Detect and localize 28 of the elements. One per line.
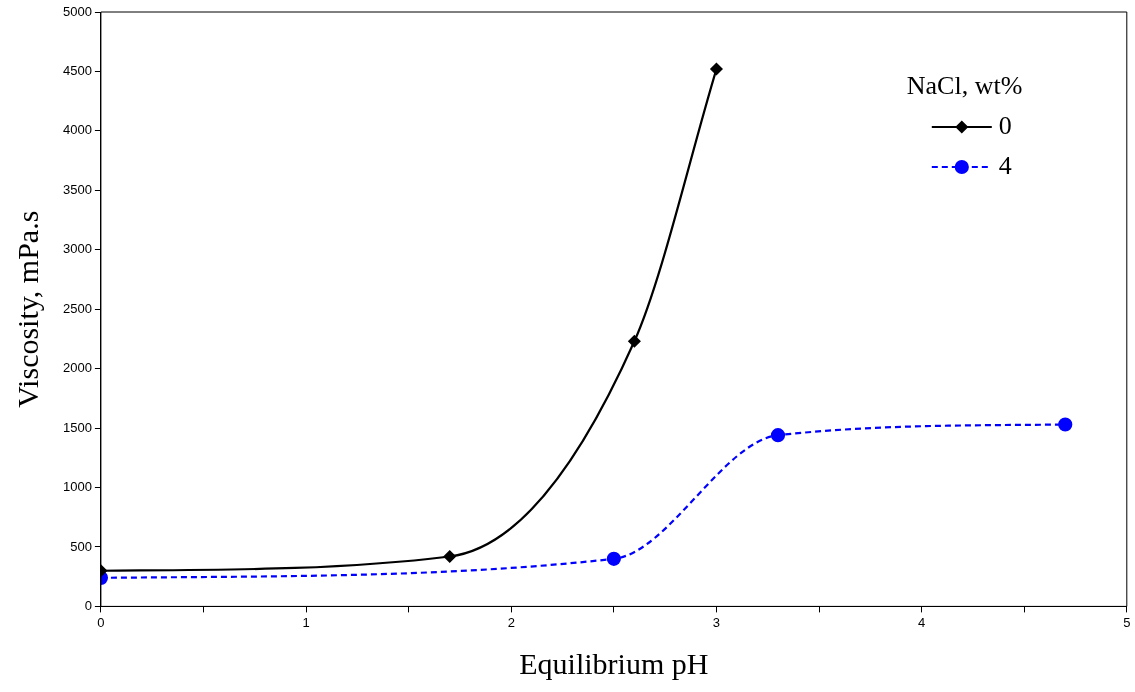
x-tick-label: 5 bbox=[1123, 614, 1131, 630]
point bbox=[710, 62, 723, 76]
y-tick-label: 5000 bbox=[63, 3, 92, 19]
y-tick-label: 1000 bbox=[63, 479, 92, 495]
y-tick-label: 500 bbox=[70, 538, 92, 554]
point bbox=[1058, 417, 1073, 432]
point bbox=[770, 428, 786, 443]
y-tick-label: 4000 bbox=[63, 122, 92, 138]
x-tick-label: 3 bbox=[712, 614, 721, 630]
x-tick-label: 4 bbox=[918, 614, 926, 630]
y-tick-label: 2000 bbox=[63, 360, 92, 376]
x-axis-title: Equilibrium pH bbox=[519, 646, 709, 680]
x-tick-label: 0 bbox=[97, 614, 105, 630]
x-tick-label: 2 bbox=[507, 614, 515, 630]
y-tick-label: 3000 bbox=[63, 241, 92, 257]
y-tick-label: 1500 bbox=[63, 419, 92, 435]
y-tick-label: 2500 bbox=[63, 300, 92, 316]
point bbox=[443, 550, 456, 563]
y-tick-label: 4500 bbox=[63, 63, 92, 79]
y-axis-title: Viscosity, mPa.s bbox=[10, 210, 44, 408]
y-tick-label: 3500 bbox=[63, 181, 92, 197]
point bbox=[606, 551, 621, 566]
legend-title: NaCl, wt% bbox=[906, 70, 1023, 100]
legend-label: 4 bbox=[998, 150, 1012, 180]
x-tick-label: 1 bbox=[302, 614, 310, 630]
point bbox=[628, 335, 641, 348]
y-tick-label: 0 bbox=[84, 597, 92, 613]
legend-label: 0 bbox=[998, 110, 1012, 140]
